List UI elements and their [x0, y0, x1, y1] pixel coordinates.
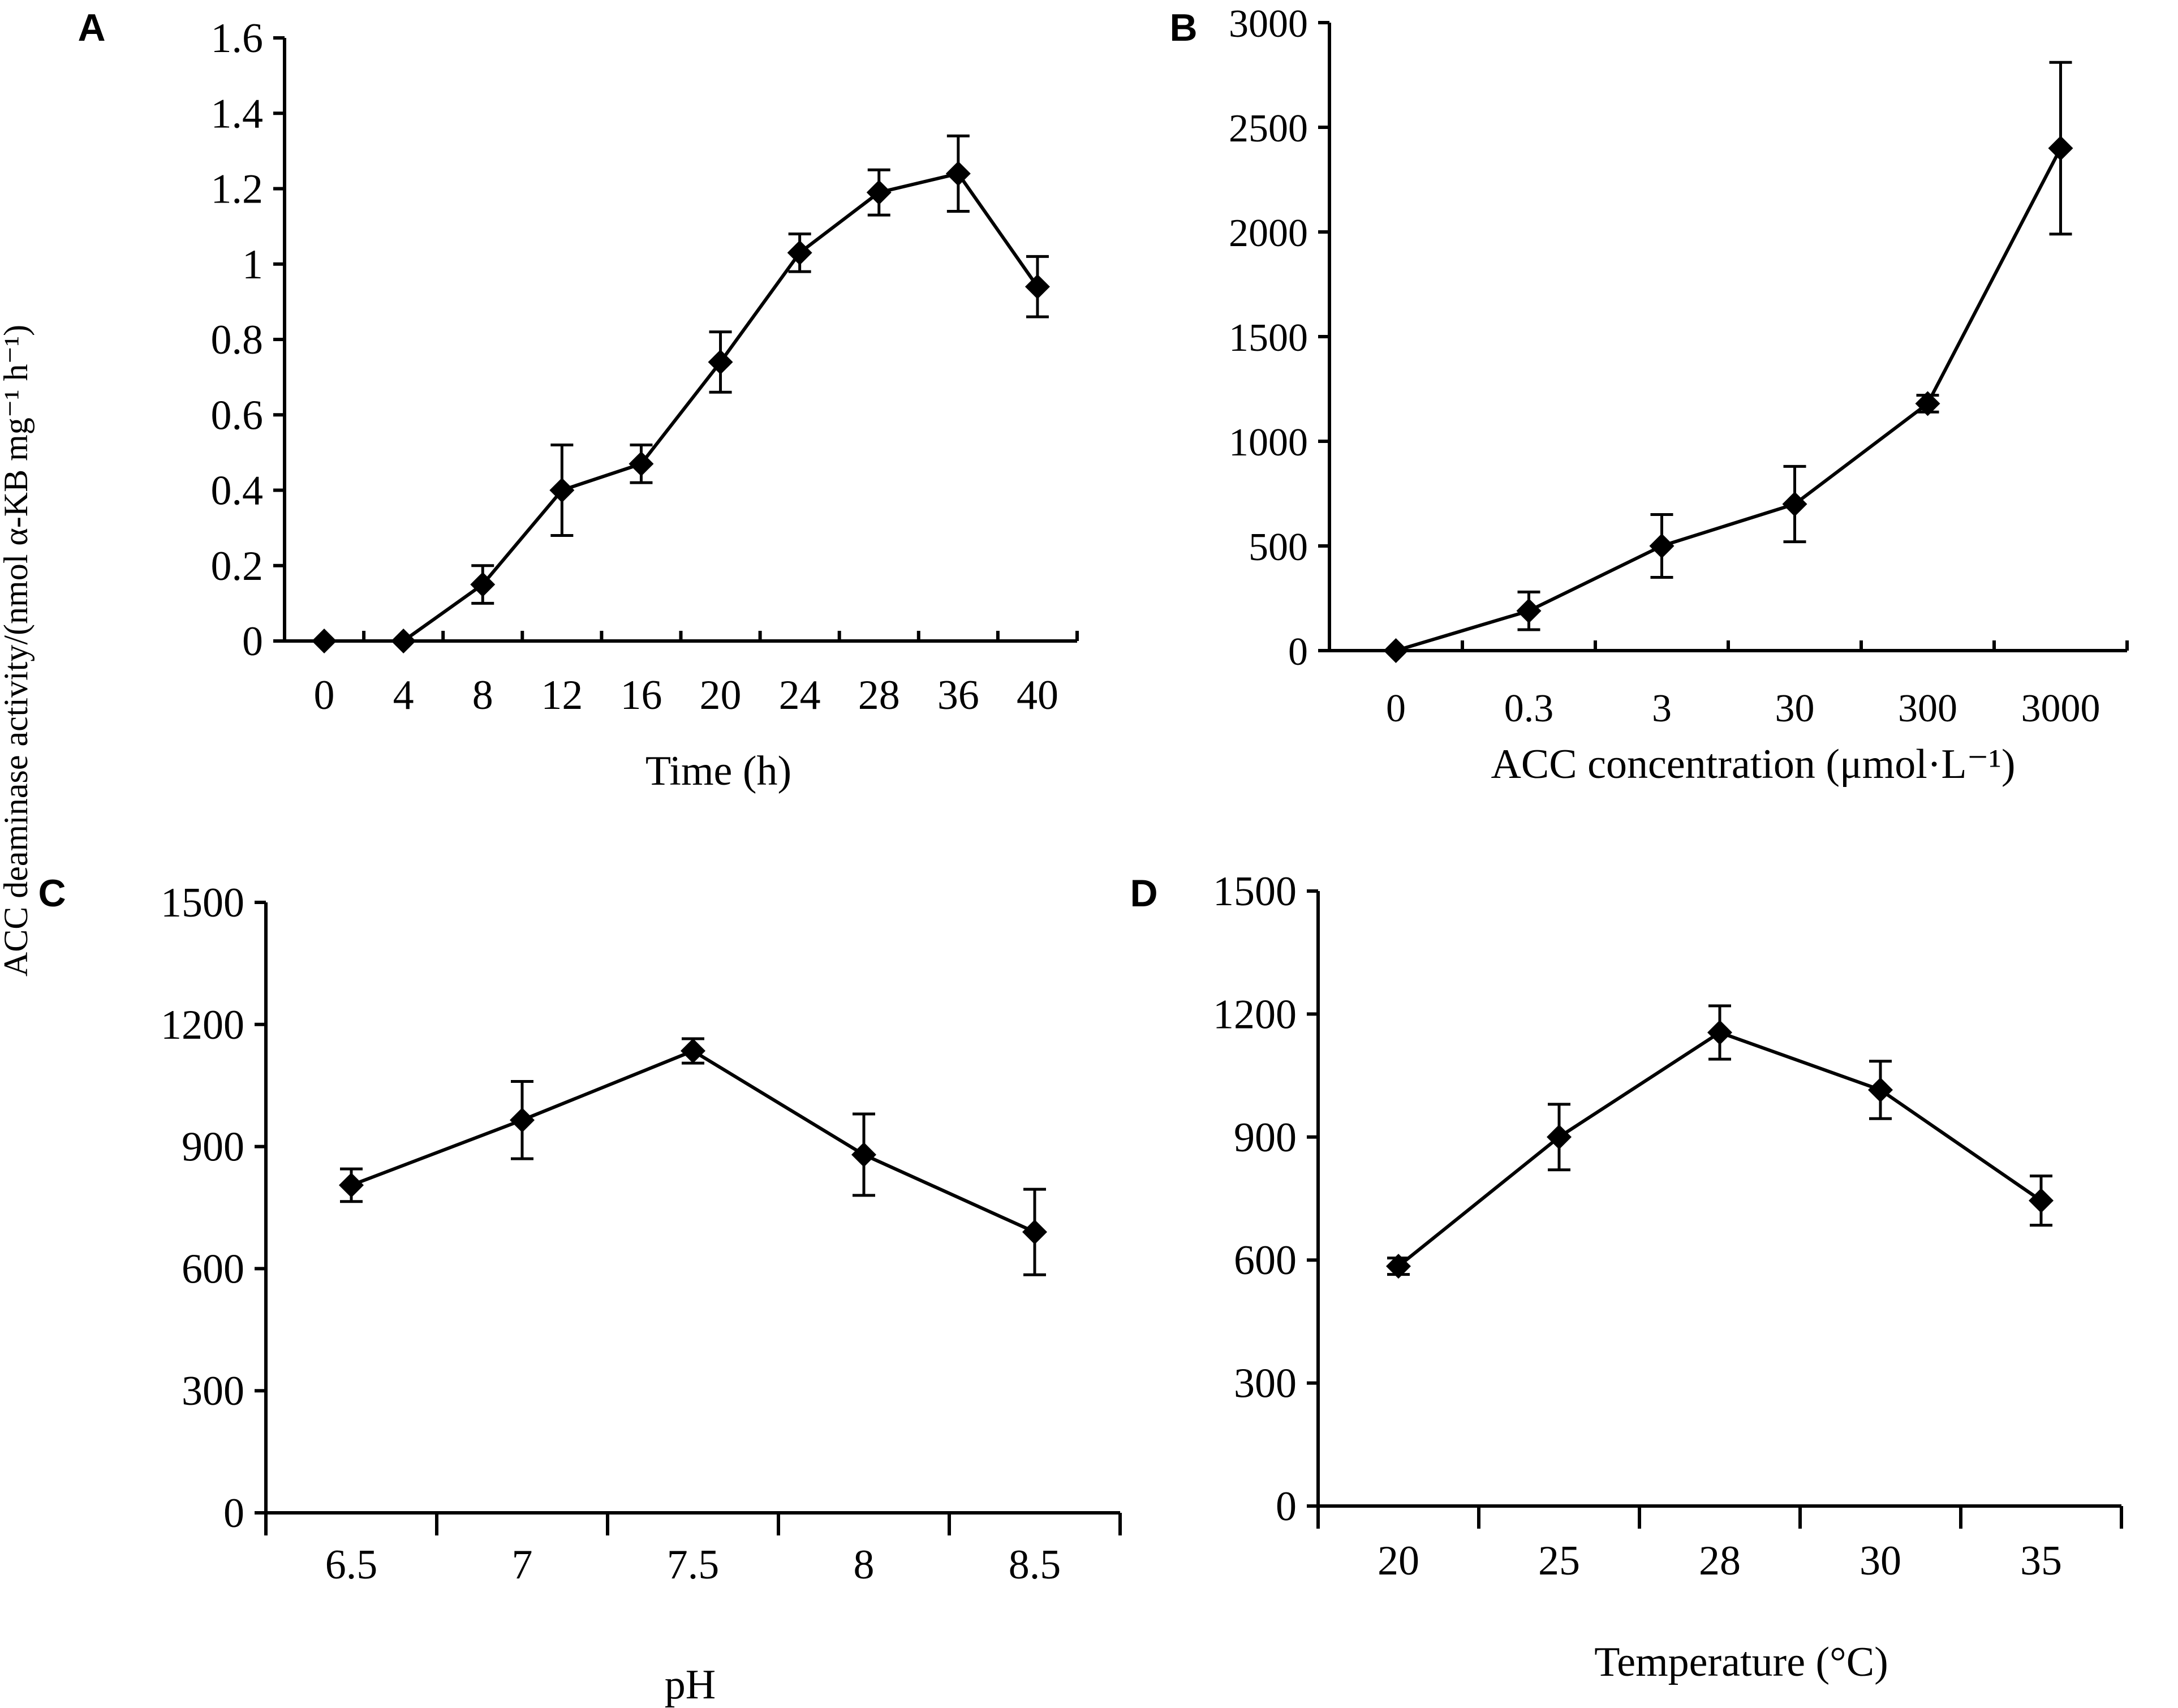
data-point: [708, 349, 733, 375]
x-tick-label: 16: [620, 672, 662, 719]
x-tick-label: 0.3: [1504, 687, 1554, 730]
x-tick-label: 7: [512, 1542, 533, 1588]
data-point: [866, 180, 892, 205]
series-line: [350, 1049, 1036, 1234]
data-point: [1386, 1254, 1411, 1279]
data-point: [681, 1038, 705, 1064]
x-tick-label: 0: [1386, 687, 1406, 730]
x-tick-label: 8: [472, 672, 493, 719]
x-tick-label: 8: [854, 1542, 875, 1588]
data-point: [1707, 1020, 1732, 1046]
data-point: [945, 161, 971, 186]
y-tick-label: 1.6: [211, 15, 264, 62]
x-axis-label: Temperature (°C): [1594, 1639, 1888, 1685]
x-tick-label: 24: [779, 672, 821, 719]
panel-letter: A: [78, 6, 105, 49]
data-point: [339, 1172, 364, 1198]
panel-letter: B: [1169, 6, 1197, 49]
x-tick-label: 28: [1699, 1538, 1741, 1584]
data-point: [470, 572, 496, 597]
data-point: [1782, 492, 1807, 517]
x-tick-label: 35: [2020, 1538, 2062, 1584]
data-point: [1516, 598, 1542, 623]
data-point: [787, 240, 812, 265]
series-line: [1395, 147, 2063, 652]
y-tick-label: 0.8: [211, 317, 264, 363]
y-tick-label: 2500: [1229, 107, 1308, 150]
x-tick-label: 300: [1898, 687, 1957, 730]
x-tick-label: 12: [541, 672, 583, 719]
y-tick-label: 1.4: [211, 91, 264, 137]
x-tick-label: 3: [1652, 687, 1672, 730]
x-tick-label: 20: [700, 672, 742, 719]
data-point: [629, 451, 654, 476]
y-tick-label: 0: [223, 1490, 244, 1537]
data-point: [1649, 534, 1675, 558]
y-tick-label: 300: [1234, 1361, 1297, 1407]
data-point: [2029, 1188, 2054, 1214]
x-tick-label: 30: [1860, 1538, 1901, 1584]
y-tick-label: 0: [1288, 630, 1308, 674]
x-tick-label: 20: [1378, 1538, 1419, 1584]
shared-y-axis-label: ACC deaminase activity/(nmol α-KB mg⁻¹ h…: [0, 325, 35, 976]
y-tick-label: 0.2: [211, 543, 264, 590]
y-tick-label: 1500: [1213, 868, 1297, 915]
data-point: [1025, 274, 1050, 299]
y-tick-label: 1: [242, 242, 263, 288]
data-point: [1383, 638, 1409, 663]
panel-letter: D: [1130, 872, 1157, 915]
x-tick-label: 3000: [2021, 687, 2100, 730]
data-point: [2048, 136, 2073, 161]
y-tick-label: 1000: [1229, 421, 1308, 464]
x-tick-label: 36: [937, 672, 979, 719]
data-point: [549, 477, 575, 503]
y-tick-label: 0.4: [211, 468, 264, 514]
y-tick-label: 600: [182, 1246, 244, 1292]
x-tick-label: 28: [858, 672, 900, 719]
panel-a: A Time (h) 0 0.2 0.4 0.6 0.8 1 1.2 1.4 1.6 0 4 8 12 1…: [78, 6, 1079, 794]
data-point: [312, 629, 337, 653]
y-tick-label: 1200: [161, 1002, 244, 1048]
y-tick-label: 0: [242, 618, 263, 665]
series-line: [1397, 1031, 2042, 1268]
panel-c: C pH 0 300 600 900 1200 1500 6.5 7 7.5 8 8.5: [38, 872, 1122, 1708]
x-axis-label: ACC concentration (μmol·L⁻¹): [1491, 741, 2015, 788]
y-tick-label: 2000: [1229, 212, 1308, 255]
y-tick-label: 0.6: [211, 392, 264, 438]
x-tick-label: 6.5: [325, 1542, 378, 1588]
x-tick-label: 8.5: [1009, 1542, 1061, 1588]
data-point: [1915, 391, 1940, 416]
x-tick-label: 30: [1775, 687, 1815, 730]
x-axis-label: pH: [665, 1662, 716, 1708]
panel-d: D Temperature (°C) 0 300 600 900 1200 1500 20 2…: [1130, 868, 2123, 1685]
x-axis-label: Time (h): [645, 748, 791, 794]
x-tick-label: 4: [393, 672, 414, 719]
series-line: [324, 171, 1039, 643]
y-tick-label: 500: [1249, 526, 1308, 569]
y-tick-label: 900: [182, 1124, 244, 1171]
y-tick-label: 1.2: [211, 166, 264, 213]
data-point: [391, 629, 416, 653]
data-point: [1547, 1124, 1572, 1150]
y-tick-label: 0: [1276, 1483, 1297, 1530]
data-point: [1868, 1077, 1893, 1103]
data-point: [510, 1107, 535, 1133]
y-tick-label: 1200: [1213, 991, 1297, 1038]
x-tick-label: 0: [314, 672, 335, 719]
y-tick-label: 1500: [161, 880, 244, 926]
y-tick-label: 600: [1234, 1237, 1297, 1284]
y-tick-label: 3000: [1229, 2, 1308, 46]
panel-b: B ACC concentration (μmol·L⁻¹) 0 500 1000 1…: [1169, 2, 2129, 788]
x-tick-label: 40: [1017, 672, 1058, 719]
y-tick-label: 300: [182, 1368, 244, 1414]
y-tick-label: 900: [1234, 1115, 1297, 1161]
x-tick-label: 7.5: [667, 1542, 720, 1588]
y-tick-label: 1500: [1229, 316, 1308, 360]
x-tick-label: 25: [1538, 1538, 1580, 1584]
data-point: [1022, 1219, 1047, 1245]
panel-letter: C: [38, 872, 66, 915]
data-point: [851, 1142, 876, 1167]
